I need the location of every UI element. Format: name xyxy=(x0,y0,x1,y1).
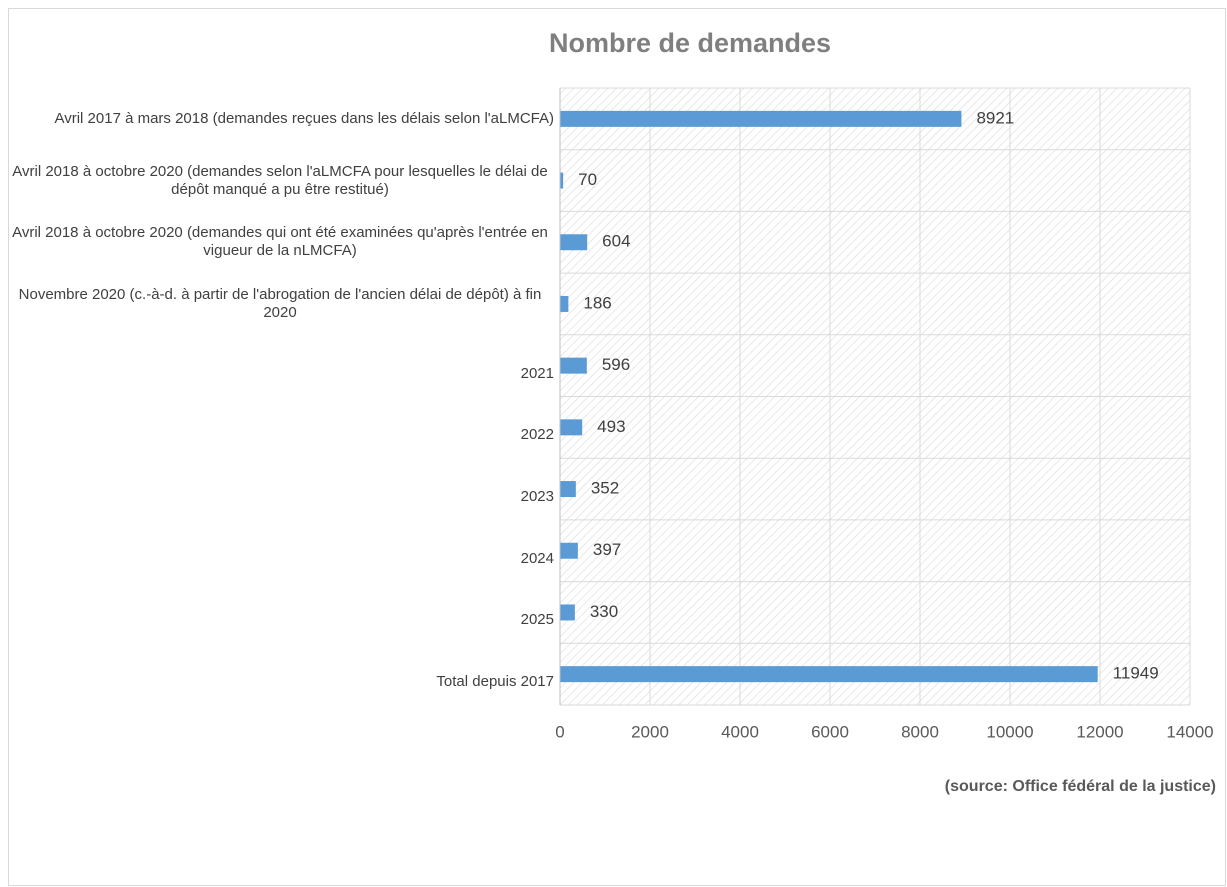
category-label-box: Avril 2018 à octobre 2020 (demandes qui … xyxy=(2,211,554,273)
category-label: Avril 2017 à mars 2018 (demandes reçues … xyxy=(54,109,554,127)
category-label-wrap: Total depuis 2017 xyxy=(2,651,554,713)
data-label: 11949 xyxy=(1113,664,1159,683)
category-label: 2024 xyxy=(520,549,554,567)
category-label-box: 2024 xyxy=(2,528,554,590)
x-tick-label: 0 xyxy=(555,722,564,741)
x-tick-label: 6000 xyxy=(811,722,849,741)
data-label: 8921 xyxy=(976,108,1014,127)
chart-title: Nombre de demandes xyxy=(549,28,831,58)
bar xyxy=(560,234,588,251)
data-label: 397 xyxy=(593,540,621,559)
category-label-box: 2025 xyxy=(2,589,554,651)
category-label: 2022 xyxy=(520,426,554,444)
x-tick-label: 10000 xyxy=(986,722,1033,741)
category-label-box: 2023 xyxy=(2,466,554,528)
bar xyxy=(560,604,575,621)
data-label: 596 xyxy=(602,355,630,374)
data-label: 352 xyxy=(591,479,619,498)
category-label-box: Novembre 2020 (c.-à-d. à partir de l'abr… xyxy=(2,273,554,335)
category-label-wrap: Avril 2018 à octobre 2020 (demandes qui … xyxy=(2,211,554,273)
category-label-wrap: 2021 xyxy=(2,343,554,405)
category-label: Total depuis 2017 xyxy=(436,673,554,691)
category-label-wrap: 2022 xyxy=(2,404,554,466)
bar xyxy=(560,542,578,559)
category-label-wrap: Avril 2017 à mars 2018 (demandes reçues … xyxy=(2,88,554,150)
data-label: 186 xyxy=(583,293,611,312)
category-label-box: 2022 xyxy=(2,404,554,466)
category-label-box: Avril 2017 à mars 2018 (demandes reçues … xyxy=(2,88,554,150)
bar xyxy=(560,295,569,312)
data-label: 330 xyxy=(590,602,618,621)
bar xyxy=(560,419,583,436)
bar xyxy=(560,110,962,127)
x-tick-label: 4000 xyxy=(721,722,759,741)
data-label: 493 xyxy=(597,417,625,436)
source-note: (source: Office fédéral de la justice) xyxy=(945,778,1216,795)
bar xyxy=(560,172,564,189)
x-tick-label: 12000 xyxy=(1076,722,1123,741)
category-label: Avril 2018 à octobre 2020 (demandes selo… xyxy=(12,162,548,198)
x-tick-label: 2000 xyxy=(631,722,669,741)
category-label-box: Avril 2018 à octobre 2020 (demandes selo… xyxy=(2,150,554,212)
x-tick-label: 14000 xyxy=(1166,722,1213,741)
bar xyxy=(560,357,587,374)
category-label: 2021 xyxy=(520,364,554,382)
category-label: 2025 xyxy=(520,611,554,629)
category-label: Avril 2018 à octobre 2020 (demandes qui … xyxy=(12,224,548,260)
category-label-wrap: 2023 xyxy=(2,466,554,528)
data-label: 604 xyxy=(602,232,630,251)
bar xyxy=(560,666,1098,683)
category-label-box: 2021 xyxy=(2,343,554,405)
bar xyxy=(560,481,576,498)
category-label-wrap: 2024 xyxy=(2,528,554,590)
category-label: Novembre 2020 (c.-à-d. à partir de l'abr… xyxy=(18,285,542,321)
data-label: 70 xyxy=(578,170,597,189)
category-label-wrap: Avril 2018 à octobre 2020 (demandes selo… xyxy=(2,150,554,212)
x-tick-label: 8000 xyxy=(901,722,939,741)
category-label: 2023 xyxy=(520,488,554,506)
category-label-box: Total depuis 2017 xyxy=(2,651,554,713)
category-label-wrap: 2025 xyxy=(2,589,554,651)
category-label-wrap: Novembre 2020 (c.-à-d. à partir de l'abr… xyxy=(2,273,554,335)
